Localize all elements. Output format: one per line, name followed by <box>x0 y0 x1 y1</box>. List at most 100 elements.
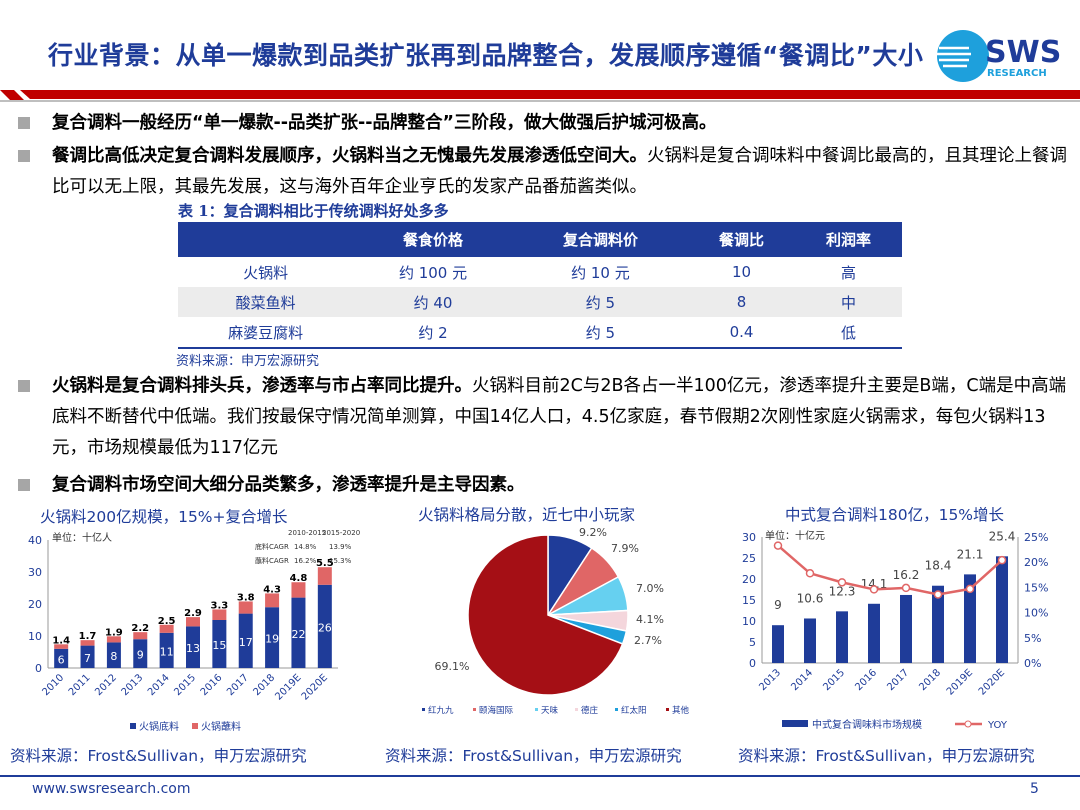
table-title: 表 1：复合调料相比于传统调料好处多多 <box>178 202 449 220</box>
data-label: 2.2 <box>131 623 149 634</box>
bullet-3: 火锅料是复合调料排头兵，渗透率与市占率同比提升。火锅料目前2C与2B各占一半10… <box>52 376 1067 458</box>
yoy-point <box>901 583 911 593</box>
x-tick-label: 2020E <box>977 667 1007 697</box>
legend-swatch <box>666 708 669 711</box>
yoy-point <box>997 555 1007 565</box>
table-header <box>178 222 354 257</box>
data-label: 11 <box>160 645 174 658</box>
bar <box>772 625 784 663</box>
y-tick-label: 40 <box>28 534 42 547</box>
data-label: 4.3 <box>263 584 281 595</box>
legend-label: 其他 <box>672 705 690 716</box>
table-header: 复合调料价 <box>512 222 689 257</box>
chart1-source: 资料来源：Frost&Sullivan，申万宏源研究 <box>10 747 307 765</box>
data-label: 1.7 <box>79 631 97 642</box>
y-tick-label: 15 <box>742 594 756 607</box>
data-label: 5.5 <box>316 558 334 569</box>
y2-tick-label: 15% <box>1024 581 1048 594</box>
legend-label: 天味 <box>541 705 559 716</box>
y-tick-label: 20 <box>28 598 42 611</box>
legend-swatch <box>473 708 476 711</box>
data-label: 25.4 <box>989 529 1016 543</box>
x-tick-label: 2019E <box>273 672 303 702</box>
data-label: 26 <box>318 621 332 634</box>
cagr-cell: 蘸料CAGR <box>255 556 289 565</box>
bullet-icon <box>18 117 30 129</box>
legend-label: 红九九 <box>428 705 454 716</box>
cagr-cell: 15.3% <box>329 557 352 565</box>
bar <box>932 585 944 663</box>
slice-label: 9.2% <box>579 526 607 539</box>
y-tick-label: 10 <box>742 615 756 628</box>
bullet-icon <box>18 479 30 491</box>
legend-label: 火锅底料 <box>139 720 179 733</box>
svg-text:RESEARCH: RESEARCH <box>987 68 1047 79</box>
cagr-header: 2010-2015 <box>288 529 326 537</box>
bar-base <box>80 645 95 668</box>
y-tick-label: 0 <box>749 657 756 670</box>
bar-base <box>212 620 227 668</box>
bar-dip <box>186 617 200 627</box>
pie-slice <box>467 534 624 696</box>
bullet-icon <box>18 150 30 162</box>
bar-base <box>54 648 69 668</box>
bar-dip <box>106 636 121 643</box>
table-header: 餐调比 <box>688 222 795 257</box>
legend-label: 火锅蘸料 <box>201 720 241 733</box>
x-tick-label: 2017 <box>225 672 251 698</box>
y-tick-label: 30 <box>28 566 42 579</box>
data-label: 17 <box>239 636 253 649</box>
svg-text:SWS: SWS <box>985 35 1061 70</box>
yoy-point <box>933 590 943 599</box>
data-label: 12.3 <box>829 584 856 598</box>
bar <box>900 594 912 663</box>
data-label: 1.9 <box>105 627 123 638</box>
hotpot-market-bar-chart: 0 10 20 30 40 单位：十亿人 6 1.4 2010 7 1.7 2011 8 1.9 2012 9… <box>28 529 360 733</box>
yoy-point <box>869 585 879 594</box>
chart2-source: 资料来源：Frost&Sullivan，申万宏源研究 <box>385 747 682 765</box>
data-label: 3.8 <box>237 592 255 603</box>
unit-label: 单位：十亿人 <box>52 531 112 544</box>
y2-tick-label: 20% <box>1024 556 1048 569</box>
bar-dip <box>265 593 280 608</box>
bar-base <box>159 632 174 668</box>
data-label: 9 <box>137 649 144 662</box>
bar-base <box>265 607 280 668</box>
data-label: 22 <box>291 628 305 641</box>
x-tick-label: 2013 <box>120 672 146 698</box>
y2-tick-label: 0% <box>1024 657 1041 670</box>
legend-swatch <box>130 723 136 729</box>
x-tick-label: 2012 <box>93 672 119 698</box>
unit-label: 单位：十亿元 <box>765 529 825 542</box>
slice-label: 2.7% <box>634 634 662 647</box>
yoy-point <box>837 578 847 587</box>
sws-logo: SWS RESEARCH <box>937 30 1061 82</box>
bar-dip <box>159 624 174 633</box>
compound-seasoning-chart: 0 5 10 15 20 25 30 0% 5% 10% 15% 20% 25% 单位：十亿元 9 2013 1… <box>742 529 1048 731</box>
chart3-source: 资料来源：Frost&Sullivan，申万宏源研究 <box>738 747 1035 765</box>
slice-label: 7.9% <box>611 542 639 555</box>
bar-base <box>106 642 121 668</box>
bar <box>836 611 848 663</box>
x-tick-label: 2013 <box>757 667 783 693</box>
data-label: 1.4 <box>52 635 70 646</box>
footer-url[interactable]: www.swsresearch.com <box>32 781 191 797</box>
cagr-cell: 13.9% <box>329 543 352 551</box>
legend-swatch <box>422 708 425 711</box>
bar-dip <box>317 567 332 585</box>
legend-label: 中式复合调味料市场规模 <box>812 718 922 731</box>
slice-label: 69.1% <box>435 660 470 673</box>
y-tick-label: 10 <box>28 630 42 643</box>
y-tick-label: 20 <box>742 573 756 586</box>
x-tick-label: 2014 <box>146 672 172 698</box>
x-tick-label: 2011 <box>67 672 93 698</box>
legend-swatch <box>575 708 578 711</box>
bar-dip <box>212 609 227 620</box>
y2-tick-label: 10% <box>1024 607 1048 620</box>
data-label: 13 <box>186 642 200 655</box>
chart3-title: 中式复合调料180亿，15%增长 <box>785 506 1005 524</box>
hotpot-share-pie-chart: 9.2% 7.9% 7.0% 4.1% 2.7% 69.1% 红九九 颐海国际 天味 德庄 红太阳 其… <box>422 526 690 716</box>
bar-dip <box>238 601 253 614</box>
bar <box>868 603 880 663</box>
